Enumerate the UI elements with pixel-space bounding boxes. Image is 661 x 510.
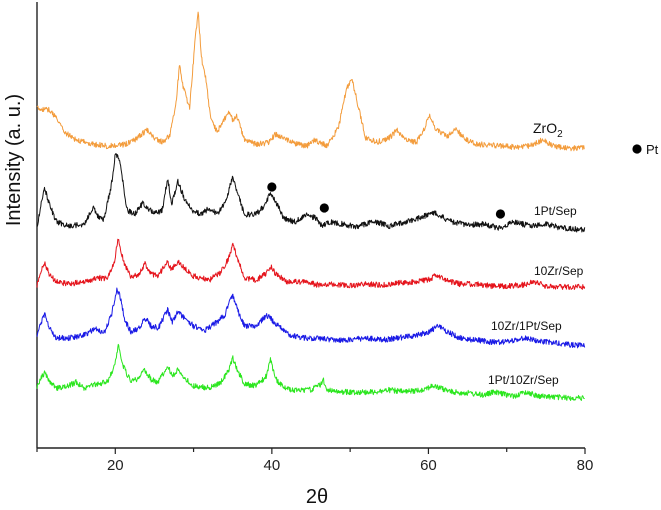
series-10zr-sep-line: [36, 238, 586, 291]
pt-markers: [267, 182, 506, 219]
series-label-zro2: ZrO2: [533, 120, 563, 140]
x-axis-title: 2θ: [306, 486, 328, 508]
series-1pt-sep-line: [36, 152, 586, 233]
pt-marker: [267, 182, 277, 192]
legend-marker-icon: [632, 144, 642, 154]
axes: 20 40 60 80 2θ Intensity (a. u.): [3, 2, 593, 508]
pt-marker: [495, 209, 506, 219]
x-tick-label: 80: [577, 457, 594, 474]
series-label-main: ZrO: [533, 120, 557, 136]
series-1pt-10zr-sep-line: [36, 343, 585, 402]
series-label-10zr-sep: 10Zr/Sep: [534, 264, 584, 278]
series-label-subscript: 2: [557, 129, 563, 140]
series-labels: ZrO2 1Pt/Sep 10Zr/Sep 10Zr/1Pt/Sep 1Pt/10Zr/…: [488, 120, 584, 387]
x-tick-label: 60: [420, 457, 437, 474]
x-tick-label: 40: [264, 457, 281, 474]
series-zro2-line: [36, 11, 585, 152]
y-axis-title: Intensity (a. u.): [3, 94, 25, 226]
pt-marker: [319, 203, 329, 213]
legend-label: Pt: [646, 142, 659, 157]
x-tick-label: 20: [107, 457, 124, 474]
series-10zr-1pt-sep-line: [36, 287, 586, 349]
series-label-1pt-sep: 1Pt/Sep: [534, 204, 577, 218]
series-label-1pt-10zr-sep: 1Pt/10Zr/Sep: [488, 373, 559, 387]
series-layer: [36, 11, 586, 402]
legend: Pt: [632, 142, 659, 157]
series-label-10zr-1pt-sep: 10Zr/1Pt/Sep: [491, 319, 562, 333]
